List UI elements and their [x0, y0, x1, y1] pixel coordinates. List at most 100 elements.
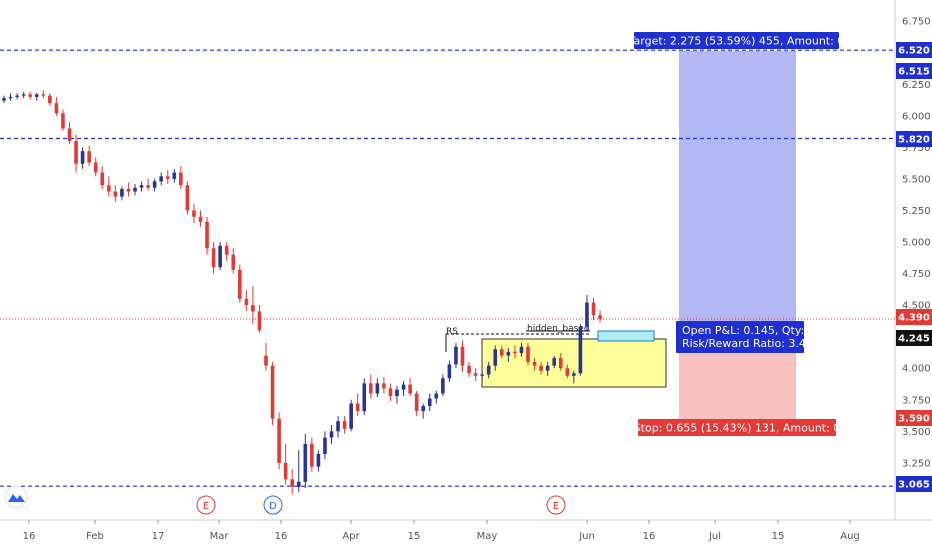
- candle: [473, 368, 478, 381]
- candle: [349, 399, 353, 432]
- candle: [54, 96, 59, 116]
- x-tick-label: Mar: [210, 531, 230, 542]
- candle-body: [375, 383, 380, 394]
- candle-body: [401, 384, 406, 390]
- candle: [447, 360, 452, 383]
- candle: [310, 437, 314, 472]
- candle-body: [28, 94, 32, 97]
- candle-body: [283, 462, 288, 480]
- price-label-bg: [896, 476, 932, 492]
- candle: [539, 361, 543, 375]
- candle: [15, 93, 19, 100]
- pnl-box-bg: [676, 321, 804, 353]
- target-zone: [679, 50, 796, 338]
- candle-body: [41, 94, 46, 96]
- candle-body: [598, 315, 602, 319]
- candle: [283, 443, 288, 485]
- candle-body: [578, 326, 583, 374]
- candle-body: [493, 349, 498, 366]
- candle-body: [421, 406, 425, 412]
- candle-body: [100, 172, 105, 186]
- candle: [277, 412, 281, 470]
- price-labels: 6.520 6.515 5.820 4.390 4.245 3.590 3.065: [896, 42, 932, 492]
- candle: [126, 182, 131, 197]
- candle-body: [336, 421, 340, 432]
- candle: [329, 424, 334, 444]
- candle-body: [231, 254, 236, 270]
- candle-body: [159, 176, 163, 182]
- x-tick-label: May: [477, 531, 498, 542]
- candle: [120, 186, 124, 201]
- candle: [231, 248, 236, 274]
- x-tick-label: 16: [23, 531, 36, 542]
- candle-body: [211, 248, 216, 268]
- candle: [34, 93, 39, 101]
- candle: [224, 242, 229, 261]
- candle-body: [218, 245, 222, 268]
- y-tick-label: 4.500: [902, 301, 931, 312]
- y-tick-label: 4.750: [902, 269, 931, 280]
- event-marker-circle: [546, 495, 566, 515]
- candle-body: [277, 418, 281, 463]
- candle: [179, 166, 183, 189]
- pnl-label: Open P&L: 0.145, Qty: 0: [682, 324, 815, 337]
- y-tick-label: 6.250: [902, 80, 931, 91]
- candle-body: [500, 349, 504, 356]
- candle: [408, 378, 412, 396]
- price-label-bg: [896, 309, 932, 325]
- candle-body: [342, 421, 347, 429]
- candle-body: [486, 365, 491, 375]
- candle: [264, 342, 268, 371]
- candle: [414, 390, 419, 417]
- candle: [526, 342, 530, 366]
- position-zones: [679, 50, 796, 420]
- candle-body: [310, 443, 314, 467]
- candle: [100, 166, 105, 189]
- candle: [87, 146, 91, 167]
- candle-body: [303, 443, 308, 482]
- candle-body: [323, 437, 327, 455]
- candle: [290, 469, 294, 495]
- candle-body: [552, 358, 556, 366]
- candle: [257, 305, 262, 333]
- candle-body: [165, 176, 170, 179]
- candle: [395, 385, 399, 404]
- y-tick-label: 5.500: [902, 174, 931, 185]
- candle-body: [382, 383, 386, 389]
- candle-body: [15, 95, 19, 97]
- candle-body: [290, 479, 294, 487]
- tradingview-logo[interactable]: [4, 485, 28, 509]
- price-label: 6.520: [896, 42, 932, 58]
- price-label-text: 6.515: [898, 67, 930, 78]
- candle: [152, 178, 157, 192]
- y-tick-label: 5.000: [902, 238, 931, 249]
- candle: [28, 91, 32, 100]
- candle: [67, 122, 72, 144]
- candle-body: [74, 141, 78, 164]
- candle: [500, 345, 504, 359]
- entry-box: [597, 330, 655, 342]
- candle: [48, 93, 52, 106]
- stop-label-text: Stop: 0.655 (15.43%) 131, Amount: 0: [634, 422, 841, 435]
- candle-body: [87, 151, 91, 163]
- candle: [513, 345, 517, 359]
- candle-body: [460, 346, 465, 366]
- candle-body: [506, 351, 511, 356]
- stop-label-bg: [638, 419, 836, 436]
- price-label-text: 5.820: [898, 135, 930, 146]
- candle-body: [205, 221, 209, 249]
- candle-body: [8, 96, 13, 99]
- x-tick-label: 15: [772, 531, 785, 542]
- candle-body: [362, 383, 367, 412]
- candle: [113, 185, 118, 202]
- price-label-text: 4.390: [898, 313, 930, 324]
- position-overlays: Target: 2.275 (53.59%) 455, Amount: 0 Sto…: [628, 32, 844, 436]
- candle-body: [179, 172, 183, 186]
- x-tick-label: Jun: [578, 531, 595, 542]
- candle: [41, 90, 46, 99]
- candle-body: [467, 365, 471, 374]
- candle-body: [316, 454, 321, 467]
- candle: [454, 342, 458, 369]
